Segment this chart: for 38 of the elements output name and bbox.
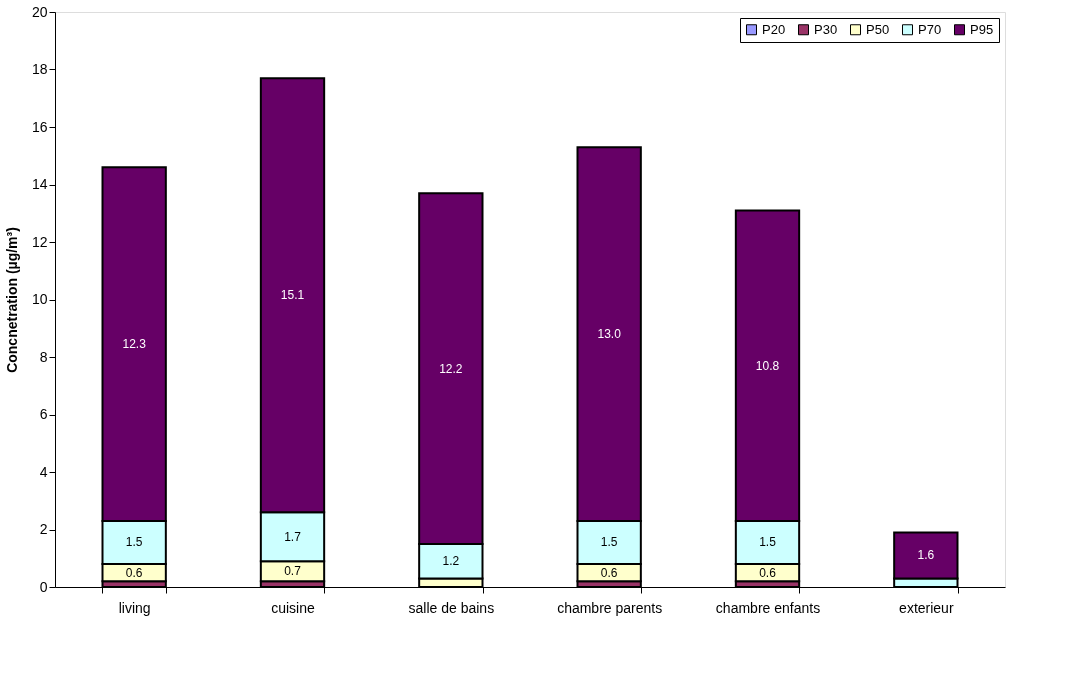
data-label: 0.6 (600, 565, 618, 580)
data-label: 0.7 (284, 564, 302, 579)
data-label: 1.5 (759, 535, 777, 550)
data-label: 13.0 (597, 327, 622, 341)
legend-label: P50 (866, 21, 890, 37)
data-label: 1.5 (125, 535, 143, 550)
legend-label: P30 (814, 21, 838, 37)
y-axis-title: Concnetration (µg/m³) (3, 227, 20, 373)
data-label: 1.2 (442, 554, 460, 569)
legend-label: P95 (970, 21, 994, 37)
data-label: 0.6 (759, 565, 777, 580)
data-label: 0.6 (125, 565, 143, 580)
data-label: 12.2 (439, 361, 463, 376)
legend-label: P70 (918, 21, 942, 37)
y-tick-label: 4 (39, 463, 48, 480)
y-tick-label: 18 (31, 61, 48, 77)
data-label: 1.5 (600, 535, 618, 550)
data-label: 12.3 (122, 337, 147, 352)
x-tick-label: chambre enfants (715, 599, 821, 616)
y-tick-label: 10 (31, 291, 48, 307)
x-tick-label: living (118, 599, 151, 616)
legend-label: P20 (762, 21, 786, 37)
y-tick-label: 12 (31, 233, 48, 250)
y-tick-label: 8 (39, 348, 48, 365)
y-tick-label: 0 (39, 578, 48, 595)
y-tick-label: 2 (39, 521, 48, 537)
x-tick-label: salle de bains (408, 599, 495, 616)
x-tick-label: chambre parents (557, 599, 663, 616)
y-tick-label: 14 (31, 176, 48, 192)
data-label: 1.7 (284, 529, 302, 544)
x-tick-label: exterieur (899, 599, 954, 616)
y-tick-label: 6 (39, 406, 48, 422)
data-label: 10.8 (755, 358, 780, 373)
x-tick-label: cuisine (271, 599, 315, 616)
y-tick-label: 16 (31, 118, 48, 135)
data-label: 15.1 (280, 288, 305, 303)
y-tick-label: 20 (31, 3, 48, 20)
data-label: 1.6 (917, 548, 935, 563)
